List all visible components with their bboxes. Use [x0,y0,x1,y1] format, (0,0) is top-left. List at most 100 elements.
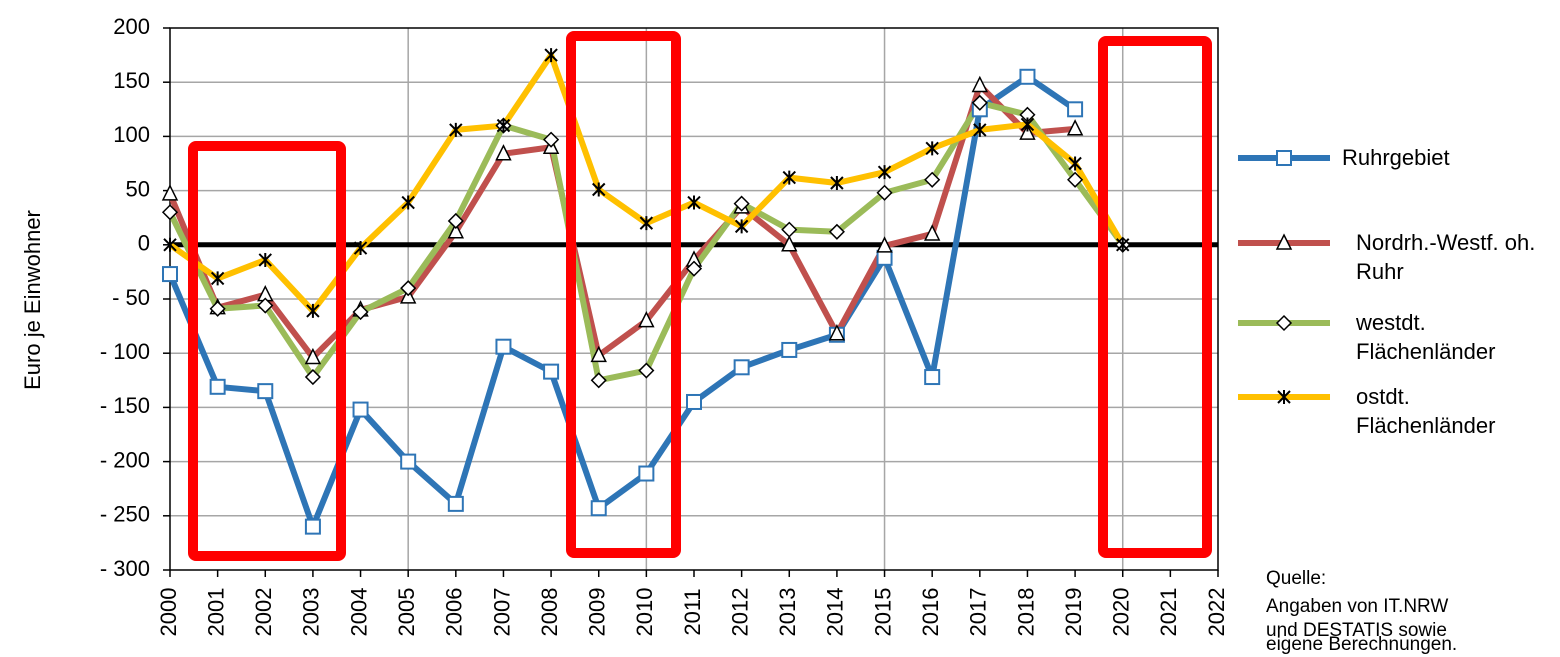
legend-label: westdt. Flächenländer [1356,310,1496,364]
marker [876,236,893,253]
y-axis-label: Euro je Einwohner [20,210,45,390]
x-tick-label: 2016 [918,588,943,637]
marker [781,221,798,238]
legend-label: Ruhrgebiet [1342,145,1450,170]
marker [590,372,607,389]
marker [163,237,177,252]
marker [1019,123,1036,140]
marker [495,144,512,161]
marker [687,195,701,210]
marker [400,280,417,297]
y-tick-label: 200 [113,14,150,39]
marker [830,176,844,191]
marker [592,182,606,197]
marker [782,170,796,185]
marker [306,303,320,318]
x-tick-label: 2003 [299,588,324,637]
x-tick-label: 2007 [489,588,514,637]
marker [352,401,369,418]
marker [258,252,272,267]
legend-label: Nordrh.-Westf. oh. Ruhr [1356,230,1536,284]
marker [401,195,415,210]
y-tick-label: - 100 [100,339,150,364]
marker [496,118,511,133]
marker [352,303,369,321]
marker [877,165,892,180]
highlight-box [188,141,346,561]
marker [828,324,846,341]
x-tick-label: 2018 [1013,588,1038,637]
marker [449,122,463,137]
marker [590,500,607,517]
marker [161,204,179,221]
source-line: eigene Berechnungen. [1266,634,1458,655]
legend-marker [1275,314,1293,332]
marker [544,48,558,63]
marker [304,347,322,365]
marker [924,369,941,386]
marker [257,383,274,400]
marker [257,297,274,314]
marker [876,184,893,201]
marker [924,171,941,188]
marker [973,122,987,137]
x-tick-label: 2021 [1156,588,1181,637]
series-line [167,73,1077,530]
marker [400,453,417,470]
marker [639,216,654,231]
marker [685,260,703,277]
x-tick-label: 2022 [1204,588,1229,637]
y-tick-label: - 150 [100,393,150,418]
x-tick-label: 2005 [394,588,419,637]
x-tick-label: 2010 [632,588,657,637]
legend-marker [1277,390,1291,404]
highlight-box [566,31,681,558]
marker [543,131,560,148]
x-tick-label: 2009 [585,588,610,637]
x-tick-label: 2019 [1061,588,1086,637]
marker [1067,171,1084,188]
marker [1068,156,1082,171]
x-tick-label: 2020 [1109,588,1134,637]
x-tick-label: 2015 [870,588,895,637]
marker [304,368,321,386]
marker [781,341,798,358]
y-tick-label: 150 [113,68,150,93]
x-tick-label: 2011 [680,588,705,635]
marker [161,184,179,201]
y-tick-label: 50 [126,176,150,201]
marker [1066,119,1084,136]
marker [971,94,988,111]
x-tick-label: 2002 [251,588,276,637]
marker [733,359,750,376]
marker [733,195,750,212]
marker [447,222,465,239]
marker [447,212,464,230]
y-tick-label: - 200 [100,447,150,472]
legend-marker [1276,150,1292,166]
source-line: Quelle: [1266,568,1327,589]
source-line: und DESTATIS sowie [1266,620,1447,641]
x-tick-label: 2017 [966,588,991,637]
marker [447,495,464,512]
x-tick-label: 2012 [727,588,752,637]
x-tick-label: 2013 [775,588,800,637]
marker [1020,117,1035,132]
x-tick-label: 2001 [203,588,228,637]
marker [209,378,226,395]
marker [686,393,702,410]
marker [495,338,512,355]
x-tick-label: 2000 [156,588,181,637]
highlight-box [1098,36,1212,558]
marker [923,224,941,241]
plot-border [169,27,1219,571]
marker [210,271,225,286]
marker [638,362,655,379]
marker [209,300,226,317]
marker [162,266,178,283]
x-tick-label: 2004 [346,588,371,637]
marker [638,465,655,482]
y-tick-label: - 50 [112,285,150,310]
